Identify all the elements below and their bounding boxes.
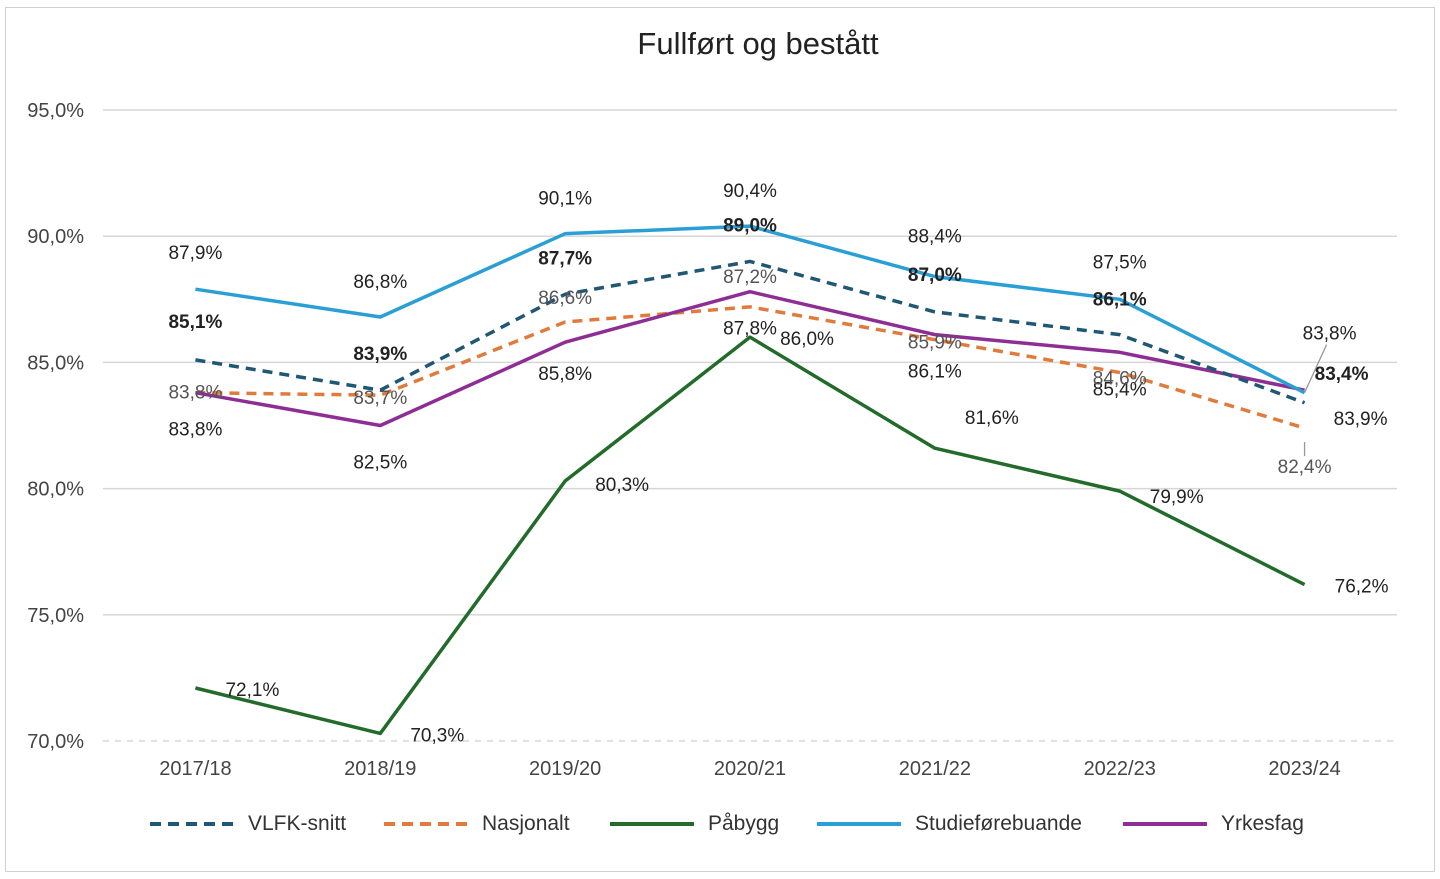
series-line-nasjonalt — [195, 305, 1306, 430]
data-label: 87,2% — [723, 267, 777, 288]
chart-frame — [5, 7, 1435, 872]
data-label: 85,9% — [908, 333, 962, 354]
data-label: 83,8% — [168, 420, 222, 441]
series-line-p-bygg — [195, 335, 1306, 736]
data-label: 86,0% — [780, 329, 834, 350]
y-tick-label: 75,0% — [27, 605, 84, 627]
data-label: 83,9% — [353, 344, 407, 365]
series-line-yrkesfag — [195, 289, 1305, 428]
gridlines — [103, 109, 1397, 742]
legend-item: Studieførebuande — [817, 808, 1082, 840]
data-label: 87,0% — [908, 265, 962, 286]
leader-line — [1303, 344, 1328, 393]
legend-swatch — [1123, 822, 1207, 826]
data-label: 83,8% — [168, 383, 222, 404]
data-label: 86,1% — [1093, 290, 1147, 311]
data-label: 82,4% — [1278, 457, 1332, 478]
x-tick-label: 2021/22 — [899, 758, 971, 780]
series-lines — [195, 224, 1306, 736]
data-label: 83,7% — [353, 388, 407, 409]
legend-swatch — [817, 822, 901, 826]
data-label: 87,8% — [723, 319, 777, 340]
data-label: 86,1% — [908, 362, 962, 383]
data-label: 81,6% — [965, 408, 1019, 429]
legend-label: Nasjonalt — [482, 812, 570, 835]
data-label: 76,2% — [1335, 577, 1389, 598]
data-label: 86,8% — [353, 272, 407, 293]
data-label: 85,4% — [1093, 379, 1147, 400]
legend-item: Nasjonalt — [384, 808, 570, 840]
data-label: 90,1% — [538, 189, 592, 210]
legend-label: VLFK-snitt — [248, 812, 347, 835]
y-tick-label: 95,0% — [27, 100, 84, 122]
legend-label: Påbygg — [708, 812, 780, 835]
x-tick-label: 2019/20 — [529, 758, 601, 780]
legend-label: Yrkesfag — [1221, 812, 1304, 835]
data-label: 85,8% — [538, 364, 592, 385]
series-line-vlfk-snitt — [195, 259, 1306, 405]
legend-label: Studieførebuande — [915, 812, 1082, 835]
legend-item: VLFK-snitt — [150, 808, 346, 840]
data-label: 90,4% — [723, 181, 777, 202]
data-label: 70,3% — [410, 725, 464, 746]
data-label: 88,4% — [908, 227, 962, 248]
legend-item: Yrkesfag — [1123, 808, 1304, 840]
data-labels: 72,1% 70,3% 80,3% 86,0% 81,6% 79,9% 76,2% 83,8%… — [168, 181, 1388, 746]
y-tick-label: 90,0% — [27, 226, 84, 248]
data-label: 85,1% — [168, 312, 222, 333]
y-tick-label: 85,0% — [27, 352, 84, 374]
x-tick-label: 2017/18 — [159, 758, 231, 780]
x-tick-label: 2022/23 — [1084, 758, 1156, 780]
data-label: 83,8% — [1303, 324, 1357, 345]
data-label: 87,7% — [538, 248, 592, 269]
data-label: 82,5% — [353, 453, 407, 474]
chart-title: Fullført og bestått — [637, 26, 879, 61]
data-label: 87,5% — [1093, 252, 1147, 273]
data-label: 84,6% — [1093, 368, 1147, 389]
axis-ticks: 70,0% 75,0% 80,0% 85,0% 90,0% 95,0% 2017/18 201… — [27, 100, 1340, 780]
data-label: 72,1% — [225, 680, 279, 701]
data-label: 80,3% — [595, 475, 649, 496]
series-line-studief-rebuande — [195, 224, 1306, 395]
data-label: 79,9% — [1150, 487, 1204, 508]
legend-swatch — [610, 822, 694, 826]
data-label: 83,4% — [1315, 364, 1369, 385]
x-tick-label: 2023/24 — [1268, 758, 1340, 780]
y-tick-label: 70,0% — [27, 731, 84, 753]
x-tick-label: 2018/19 — [344, 758, 416, 780]
data-label: 87,9% — [168, 243, 222, 264]
x-tick-label: 2020/21 — [714, 758, 786, 780]
chart-legend: VLFK-snitt Nasjonalt Påbygg Studieførebuand… — [0, 808, 1440, 840]
y-tick-label: 80,0% — [27, 479, 84, 501]
legend-item: Påbygg — [610, 808, 779, 840]
legend-swatch — [150, 822, 234, 826]
legend-swatch — [384, 822, 468, 826]
data-label: 89,0% — [723, 215, 777, 236]
data-label: 86,6% — [538, 288, 592, 309]
data-label: 83,9% — [1334, 409, 1388, 430]
